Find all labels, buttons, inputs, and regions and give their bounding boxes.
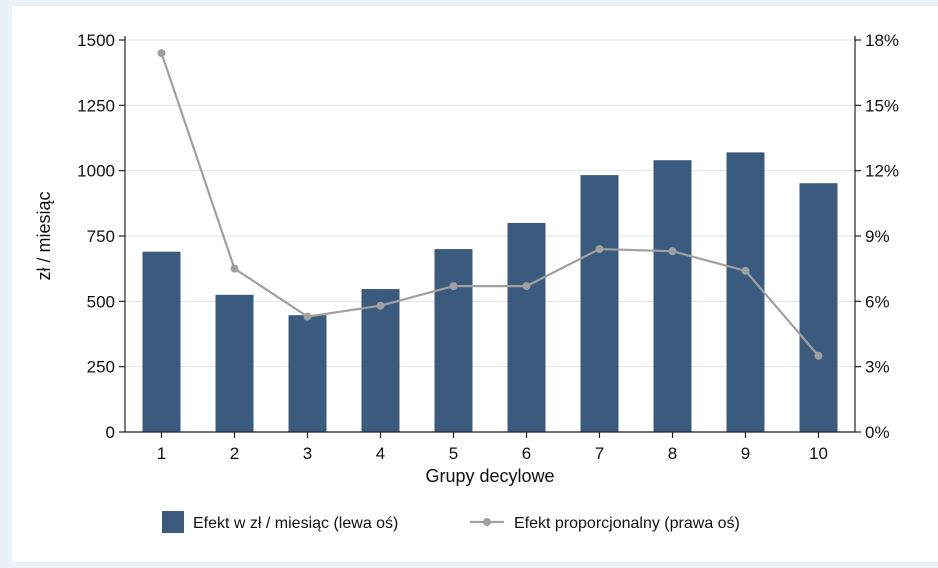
proportional-line bbox=[160, 52, 820, 357]
line-point-1 bbox=[157, 49, 166, 58]
x-tick-label: 1 bbox=[157, 444, 166, 463]
line-point-9 bbox=[741, 266, 750, 275]
x-tick-label: 2 bbox=[230, 444, 239, 463]
y2-tick-label: 15% bbox=[865, 96, 899, 115]
line-point-6 bbox=[522, 282, 531, 291]
chart-area: 0 250 500 750 1000 1250 1500 0% 3% 6% 9% 12% 15% 18% 1… bbox=[12, 6, 938, 562]
bar-1 bbox=[142, 251, 181, 432]
bar-7 bbox=[580, 175, 619, 433]
line-series bbox=[157, 49, 823, 360]
y-tick-label: 1000 bbox=[77, 162, 115, 181]
x-tick-label: 8 bbox=[668, 444, 677, 463]
bar-5 bbox=[434, 249, 473, 432]
x-tick-label: 6 bbox=[522, 444, 531, 463]
bar-series bbox=[142, 152, 838, 433]
x-tick-label: 3 bbox=[303, 444, 312, 463]
y-tick-label: 1500 bbox=[77, 31, 115, 50]
y-tick-label: 750 bbox=[87, 227, 115, 246]
line-point-7 bbox=[595, 245, 604, 254]
y-tick-label: 250 bbox=[87, 358, 115, 377]
line-point-5 bbox=[449, 282, 458, 291]
legend-line-marker bbox=[483, 518, 491, 526]
line-point-4 bbox=[376, 301, 385, 310]
y2-tick-label: 0% bbox=[865, 423, 890, 442]
x-tick-label: 10 bbox=[809, 444, 828, 463]
combo-chart: 0 250 500 750 1000 1250 1500 0% 3% 6% 9% 12% 15% 18% 1… bbox=[34, 31, 899, 533]
x-tick-label: 4 bbox=[376, 444, 385, 463]
bar-6 bbox=[507, 222, 546, 432]
y-axis-title: zł / miesiąc bbox=[34, 191, 54, 280]
y2-tick-label: 6% bbox=[865, 292, 890, 311]
y-tick-label: 1250 bbox=[77, 96, 115, 115]
line-point-2 bbox=[230, 264, 239, 273]
axes: 0 250 500 750 1000 1250 1500 0% 3% 6% 9% 12% 15% 18% 1… bbox=[77, 31, 899, 463]
line-point-8 bbox=[668, 247, 677, 256]
y2-tick-label: 12% bbox=[865, 162, 899, 181]
legend-bar-swatch bbox=[162, 511, 184, 533]
x-tick-label: 7 bbox=[595, 444, 604, 463]
x-tick-label: 9 bbox=[741, 444, 750, 463]
y-tick-label: 500 bbox=[87, 292, 115, 311]
legend: Efekt w zł / miesiąc (lewa oś) Efekt pro… bbox=[162, 511, 740, 533]
bar-8 bbox=[653, 160, 692, 433]
bar-4 bbox=[361, 289, 400, 432]
bar-2 bbox=[215, 294, 254, 432]
y2-tick-label: 18% bbox=[865, 31, 899, 50]
x-axis-title: Grupy decylowe bbox=[425, 466, 554, 486]
y2-tick-label: 3% bbox=[865, 358, 890, 377]
y2-tick-label: 9% bbox=[865, 227, 890, 246]
y-tick-label: 0 bbox=[106, 423, 115, 442]
line-point-3 bbox=[303, 312, 312, 321]
line-point-10 bbox=[814, 351, 823, 360]
x-tick-label: 5 bbox=[449, 444, 458, 463]
bar-3 bbox=[288, 315, 327, 432]
legend-bar-label: Efekt w zł / miesiąc (lewa oś) bbox=[193, 515, 398, 532]
bar-9 bbox=[726, 152, 765, 432]
bar-10 bbox=[799, 183, 838, 432]
legend-line-label: Efekt proporcjonalny (prawa oś) bbox=[514, 515, 740, 532]
